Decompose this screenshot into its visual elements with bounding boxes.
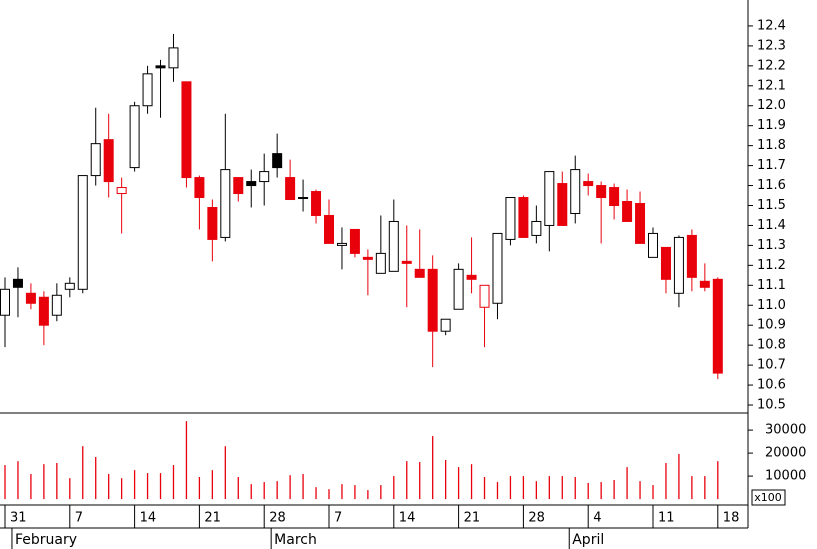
y-tick-label: 12.3 (757, 38, 786, 53)
candle-body (12, 278, 23, 288)
candle-body (673, 236, 684, 294)
y-tick-label: 30000 (765, 423, 806, 438)
candle-body (51, 294, 62, 316)
candle-body (220, 169, 231, 238)
candle-body (518, 197, 529, 238)
candle-body (246, 181, 257, 187)
y-tick-label: 10.5 (757, 398, 786, 413)
volume-unit: x100 (754, 491, 782, 504)
candle-body (324, 214, 334, 244)
candle-body (64, 282, 75, 290)
y-tick-label: 10.7 (757, 358, 786, 373)
x-tick-label: 4 (593, 511, 601, 526)
x-tick-label: 7 (75, 511, 83, 526)
y-tick-label: 11.6 (757, 178, 786, 193)
x-tick-label: 28 (528, 511, 545, 526)
y-tick-label: 11.7 (757, 158, 786, 173)
candle-body (168, 47, 179, 69)
candle-body (142, 73, 153, 107)
candle-body (388, 220, 399, 272)
candle-body (531, 220, 542, 236)
candle-body (583, 181, 594, 187)
candle-body (181, 81, 192, 179)
candle-body (660, 246, 671, 280)
candle-body (557, 183, 568, 226)
y-tick-label: 11.2 (757, 258, 786, 273)
candle-body (0, 288, 10, 316)
x-tick-label: 21 (204, 511, 221, 526)
x-tick-label: 28 (269, 511, 286, 526)
candle-body (77, 175, 88, 290)
y-tick-label: 11.9 (757, 118, 786, 133)
candle-body (492, 232, 503, 304)
x-tick-label: 31 (10, 511, 27, 526)
candle-body (116, 187, 127, 195)
candle-body (622, 201, 633, 222)
candle-body (298, 197, 309, 200)
candle-body (712, 278, 723, 374)
y-tick-label: 11.4 (757, 218, 786, 233)
x-tick-label: 7 (334, 511, 342, 526)
unit-box (751, 489, 786, 506)
x-tick-label: 21 (464, 511, 481, 526)
y-tick-label: 11.3 (757, 238, 786, 253)
candle-body (285, 177, 296, 201)
candle-body (233, 177, 244, 195)
x-tick-label: 18 (723, 511, 740, 526)
candle-body (699, 280, 710, 288)
candle-body (570, 169, 581, 214)
candle-body (609, 187, 620, 207)
y-tick-label: 12.4 (757, 18, 786, 33)
candle-body (336, 242, 347, 246)
candle-body (272, 153, 283, 169)
candle-body (440, 318, 451, 332)
candle-body (349, 228, 360, 254)
candle-body (479, 284, 490, 308)
candle-body (155, 65, 166, 69)
candle-body (648, 232, 658, 258)
candle-body (505, 197, 516, 240)
candle-body (427, 268, 438, 332)
candle-body (259, 171, 270, 183)
y-tick-label: 10.8 (757, 338, 786, 353)
y-tick-label: 20000 (765, 446, 806, 461)
y-tick-label: 10000 (765, 469, 806, 484)
y-tick-label: 11.5 (757, 198, 786, 213)
y-tick-label: 12.0 (757, 98, 786, 113)
candle-body (375, 252, 386, 274)
y-tick-label: 12.1 (757, 78, 786, 93)
candle-body (90, 143, 101, 177)
candle-body (414, 268, 425, 278)
month-label: April (572, 532, 604, 548)
month-label: February (15, 532, 77, 548)
candle-body (129, 105, 140, 169)
candle-body (103, 139, 114, 183)
y-tick-label: 11.1 (757, 278, 786, 293)
y-tick-label: 11.0 (757, 298, 786, 313)
candle-body (635, 203, 646, 244)
y-tick-label: 10.6 (757, 378, 786, 393)
candle-body (207, 206, 218, 240)
month-label: March (274, 532, 317, 548)
candle-body (194, 177, 205, 199)
candle-body (466, 274, 477, 280)
candle-body (544, 171, 555, 226)
candle-body (453, 268, 464, 310)
candle-body (686, 234, 697, 278)
y-tick-label: 11.8 (757, 138, 786, 153)
candle-body (596, 185, 607, 199)
candle-body (25, 292, 36, 304)
candle-body (401, 260, 412, 264)
x-tick-label: 14 (399, 511, 416, 526)
x-tick-label: 11 (658, 511, 675, 526)
candle-body (362, 256, 373, 260)
x-tick-label: 14 (140, 511, 157, 526)
y-tick-label: 12.2 (757, 58, 786, 73)
candle-body (311, 191, 322, 216)
y-tick-label: 10.9 (757, 318, 786, 333)
candle-body (38, 296, 49, 326)
